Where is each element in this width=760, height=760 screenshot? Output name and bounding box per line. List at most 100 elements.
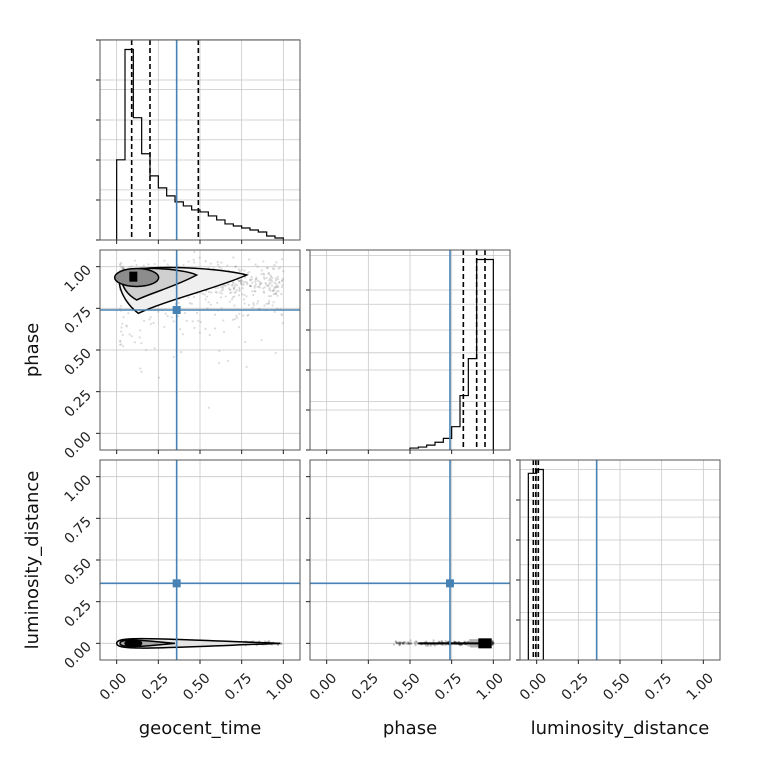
scatter-phase-vs-geocent_time-point	[244, 276, 247, 279]
scatter-luminosity_distance-vs-phase-point	[426, 644, 429, 648]
scatter-phase-vs-geocent_time-point	[191, 320, 194, 323]
hist-luminosity_distance-xtick-label-4: 1.00	[684, 670, 717, 703]
scatter-phase-vs-geocent_time-point	[240, 279, 243, 282]
scatter-phase-vs-geocent_time-ytick-label-3: 0.75	[61, 304, 94, 337]
scatter-phase-vs-geocent_time-point	[224, 284, 227, 288]
scatter-phase-vs-geocent_time-point	[267, 272, 270, 275]
scatter-luminosity_distance-vs-phase-point	[401, 642, 405, 645]
scatter-phase-vs-geocent_time-point	[272, 293, 275, 296]
scatter-phase-vs-geocent_time-point	[275, 283, 278, 286]
scatter-luminosity_distance-vs-phase-point	[403, 641, 406, 644]
scatter-phase-vs-geocent_time-point	[216, 301, 219, 304]
scatter-luminosity_distance-vs-phase-point	[401, 642, 404, 645]
scatter-phase-vs-geocent_time-point	[243, 269, 246, 272]
scatter-phase-vs-geocent_time-point	[275, 290, 278, 293]
scatter-phase-vs-geocent_time-point	[281, 279, 284, 283]
scatter-luminosity_distance-vs-phase-point	[396, 642, 399, 645]
scatter-phase-vs-geocent_time-point	[281, 283, 284, 286]
scatter-phase-vs-geocent_time-point	[121, 267, 124, 270]
scatter-phase-vs-geocent_time-point	[199, 321, 202, 324]
scatter-luminosity_distance-vs-phase-peak	[478, 638, 492, 649]
scatter-phase-vs-geocent_time-point	[230, 291, 233, 294]
scatter-luminosity_distance-vs-phase-point	[398, 644, 401, 647]
scatter-luminosity_distance-vs-geocent_time-marks	[115, 637, 283, 649]
scatter-luminosity_distance-vs-phase-point	[395, 642, 398, 645]
scatter-phase-vs-geocent_time-point	[128, 266, 131, 269]
scatter-phase-vs-geocent_time-point	[119, 339, 122, 342]
scatter-phase-vs-geocent_time-point	[229, 288, 232, 291]
scatter-phase-vs-geocent_time-point	[237, 326, 241, 329]
scatter-phase-vs-geocent_time-point	[232, 286, 235, 289]
scatter-phase-vs-geocent_time-point	[271, 289, 275, 292]
scatter-phase-vs-geocent_time-point	[120, 304, 123, 308]
scatter-phase-vs-geocent_time-point	[216, 261, 219, 264]
scatter-phase-vs-geocent_time-point	[280, 314, 284, 317]
scatter-phase-vs-geocent_time-point	[119, 263, 122, 266]
hist-phase-frame-group	[310, 250, 510, 451]
scatter-phase-vs-geocent_time-point	[271, 280, 274, 283]
scatter-luminosity_distance-vs-geocent_time-xtick-label-0: 0.00	[97, 670, 130, 703]
scatter-phase-vs-geocent_time-point	[254, 263, 257, 266]
scatter-phase-vs-geocent_time-point	[270, 275, 273, 278]
scatter-phase-vs-geocent_time-point	[235, 314, 238, 317]
scatter-luminosity_distance-vs-phase-point	[491, 641, 494, 644]
scatter-phase-vs-geocent_time-point	[122, 315, 125, 319]
scatter-luminosity_distance-vs-phase-point	[410, 642, 413, 645]
scatter-phase-vs-geocent_time-point	[260, 281, 263, 285]
scatter-luminosity_distance-vs-phase-point	[398, 642, 402, 645]
scatter-phase-vs-geocent_time-point	[243, 302, 246, 305]
scatter-luminosity_distance-vs-phase-point	[398, 642, 402, 645]
scatter-phase-vs-geocent_time-point	[240, 281, 243, 284]
scatter-luminosity_distance-vs-phase-point	[408, 642, 411, 645]
scatter-phase-vs-geocent_time-point	[273, 289, 276, 292]
scatter-phase-vs-geocent_time-point	[215, 291, 218, 294]
scatter-phase-vs-geocent_time-point	[232, 256, 235, 259]
scatter-phase-vs-geocent_time-point	[201, 292, 204, 296]
scatter-phase-vs-geocent_time-point	[233, 318, 237, 321]
scatter-phase-vs-geocent_time-point	[119, 330, 123, 333]
scatter-phase-vs-geocent_time-point	[221, 286, 224, 290]
scatter-phase-vs-geocent_time-point	[278, 266, 282, 269]
scatter-luminosity_distance-vs-geocent_time-ytick-label-4: 1.00	[61, 472, 94, 505]
scatter-phase-vs-geocent_time-point	[242, 283, 245, 286]
scatter-phase-vs-geocent_time-point	[140, 342, 143, 345]
scatter-phase-vs-geocent_time-point	[276, 277, 280, 281]
scatter-luminosity_distance-vs-phase-point	[446, 640, 450, 643]
scatter-phase-vs-geocent_time-point	[254, 278, 257, 281]
scatter-phase-vs-geocent_time-point	[120, 326, 123, 329]
x-axis-label-phase: phase	[383, 718, 437, 739]
scatter-phase-vs-geocent_time-point	[234, 265, 237, 268]
scatter-luminosity_distance-vs-phase-point	[432, 639, 435, 642]
scatter-phase-vs-geocent_time-point	[218, 349, 221, 352]
scatter-phase-vs-geocent_time-point	[282, 270, 285, 273]
scatter-phase-vs-geocent_time-point	[133, 259, 136, 262]
scatter-luminosity_distance-vs-phase-point	[491, 642, 494, 645]
scatter-luminosity_distance-vs-phase-point	[491, 641, 495, 645]
scatter-phase-vs-geocent_time-point	[253, 289, 256, 293]
scatter-phase-vs-geocent_time-point	[147, 263, 150, 266]
scatter-luminosity_distance-vs-phase-point	[403, 643, 406, 646]
scatter-phase-vs-geocent_time-point	[119, 264, 122, 267]
scatter-phase-vs-geocent_time-point	[157, 310, 160, 313]
scatter-phase-vs-geocent_time-point	[139, 329, 142, 332]
scatter-phase-vs-geocent_time-point	[252, 301, 255, 305]
scatter-luminosity_distance-vs-phase-point	[404, 641, 407, 644]
scatter-luminosity_distance-vs-phase-point	[424, 644, 428, 647]
scatter-phase-vs-geocent_time-point	[262, 272, 265, 275]
scatter-phase-vs-geocent_time-point	[251, 306, 254, 309]
scatter-luminosity_distance-vs-phase-point	[440, 639, 443, 643]
scatter-phase-vs-geocent_time-point	[256, 302, 259, 305]
scatter-phase-vs-geocent_time-point	[231, 284, 234, 287]
scatter-luminosity_distance-vs-phase-point	[408, 642, 411, 645]
x-axis-label-geocent_time: geocent_time	[139, 718, 262, 739]
scatter-phase-vs-geocent_time-ytick-label-1: 0.25	[61, 387, 94, 420]
scatter-phase-vs-geocent_time-point	[148, 318, 151, 321]
scatter-luminosity_distance-vs-phase-point	[398, 642, 401, 645]
scatter-phase-vs-geocent_time-point	[241, 287, 244, 290]
scatter-luminosity_distance-vs-phase-point	[491, 641, 494, 644]
scatter-phase-vs-geocent_time-point	[228, 300, 231, 303]
scatter-phase-vs-geocent_time-point	[140, 370, 143, 373]
scatter-phase-vs-geocent_time-point	[278, 281, 281, 284]
scatter-phase-vs-geocent_time-point	[268, 286, 271, 289]
scatter-phase-vs-geocent_time-point	[135, 263, 138, 267]
